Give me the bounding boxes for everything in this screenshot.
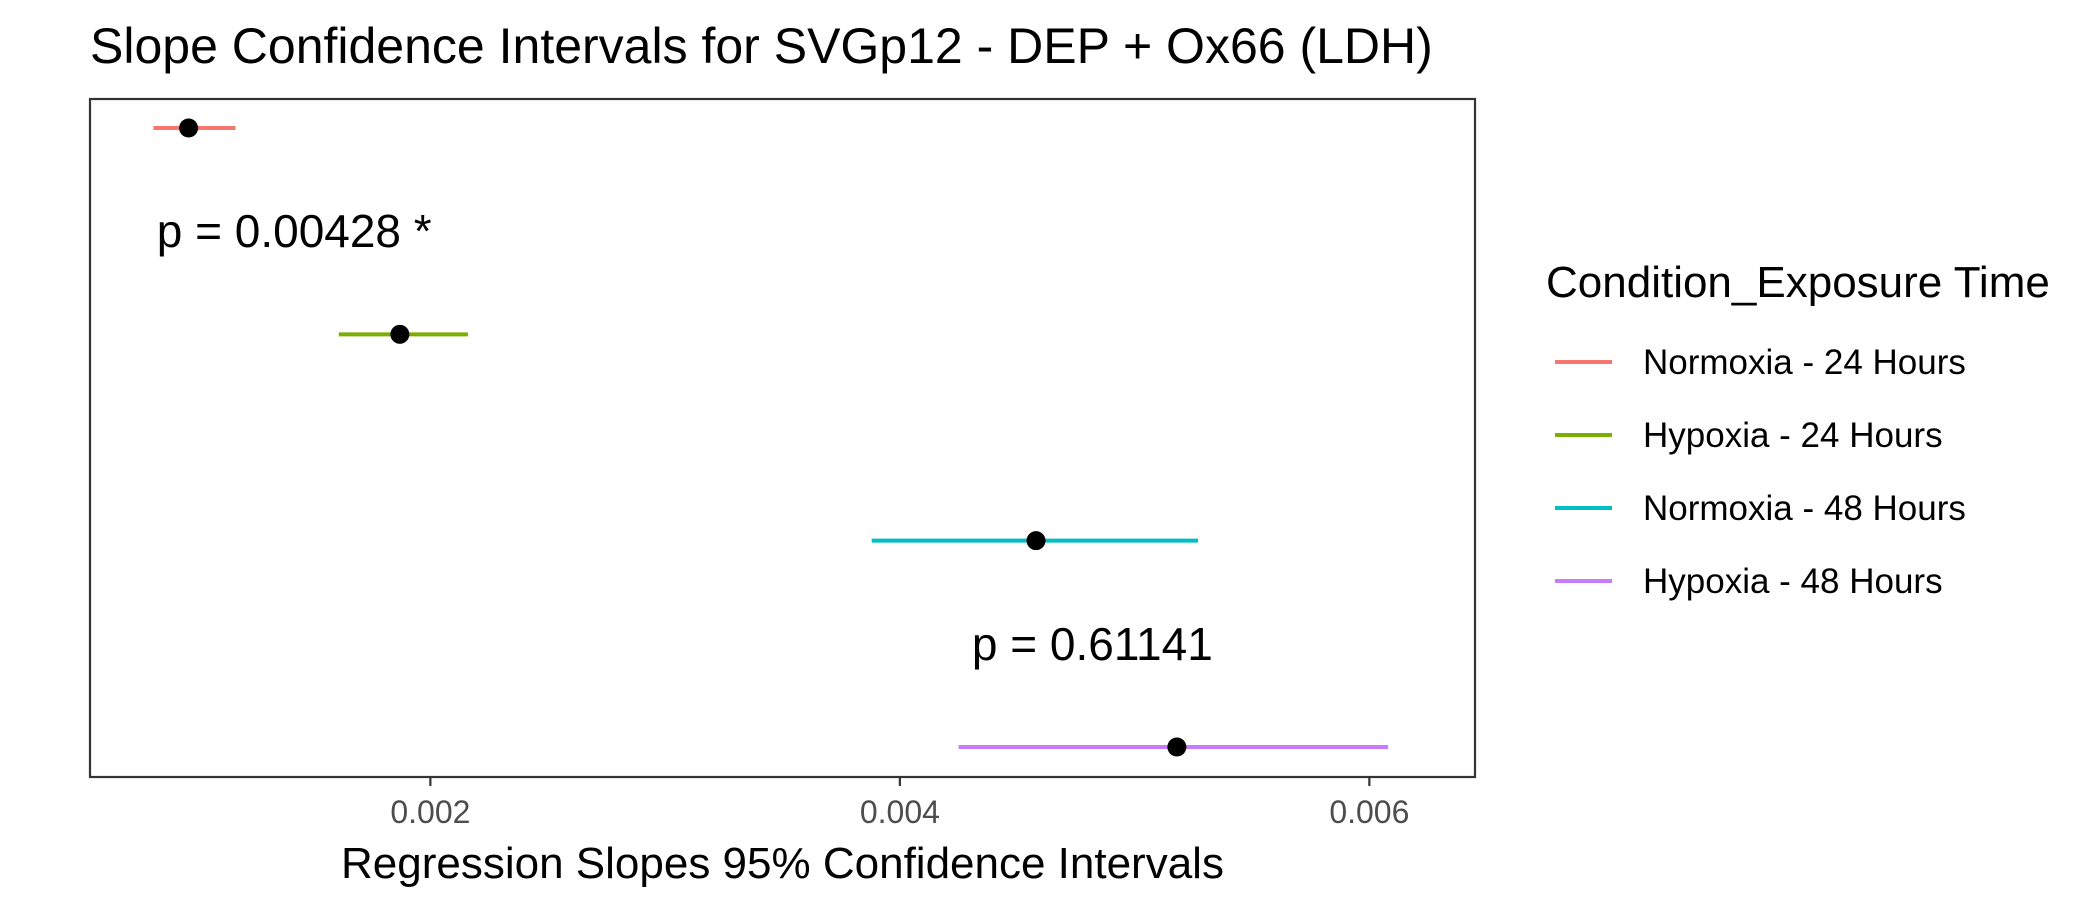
plot-panel	[88, 97, 1477, 779]
legend-items: Normoxia - 24 Hours Hypoxia - 24 Hours Nor…	[1555, 343, 1966, 601]
estimate-point	[390, 324, 410, 344]
chart-title: Slope Confidence Intervals for SVGp12 - …	[90, 18, 1433, 74]
x-axis: 0.002 0.004 0.006	[390, 777, 1409, 830]
x-tick-label: 0.002	[390, 794, 470, 830]
legend-label: Normoxia - 24 Hours	[1643, 343, 1966, 382]
estimate-point	[1167, 737, 1187, 757]
x-tick-label: 0.006	[1329, 794, 1409, 830]
legend-title: Condition_Exposure Time	[1546, 258, 2050, 307]
legend-label: Hypoxia - 48 Hours	[1643, 562, 1943, 601]
p-value-annotation: p = 0.61141	[972, 618, 1213, 670]
chart-marks	[153, 118, 1389, 757]
legend: Condition_Exposure Time Normoxia - 24 Ho…	[1546, 258, 2050, 601]
annotations: p = 0.00428 * p = 0.61141	[157, 205, 1213, 670]
x-tick-label: 0.004	[860, 794, 940, 830]
p-value-annotation: p = 0.00428 *	[157, 205, 432, 257]
legend-label: Hypoxia - 24 Hours	[1643, 416, 1943, 455]
x-axis-title: Regression Slopes 95% Confidence Interva…	[341, 839, 1224, 888]
estimate-point	[179, 118, 199, 138]
estimate-point	[1026, 531, 1046, 551]
legend-label: Normoxia - 48 Hours	[1643, 489, 1966, 528]
